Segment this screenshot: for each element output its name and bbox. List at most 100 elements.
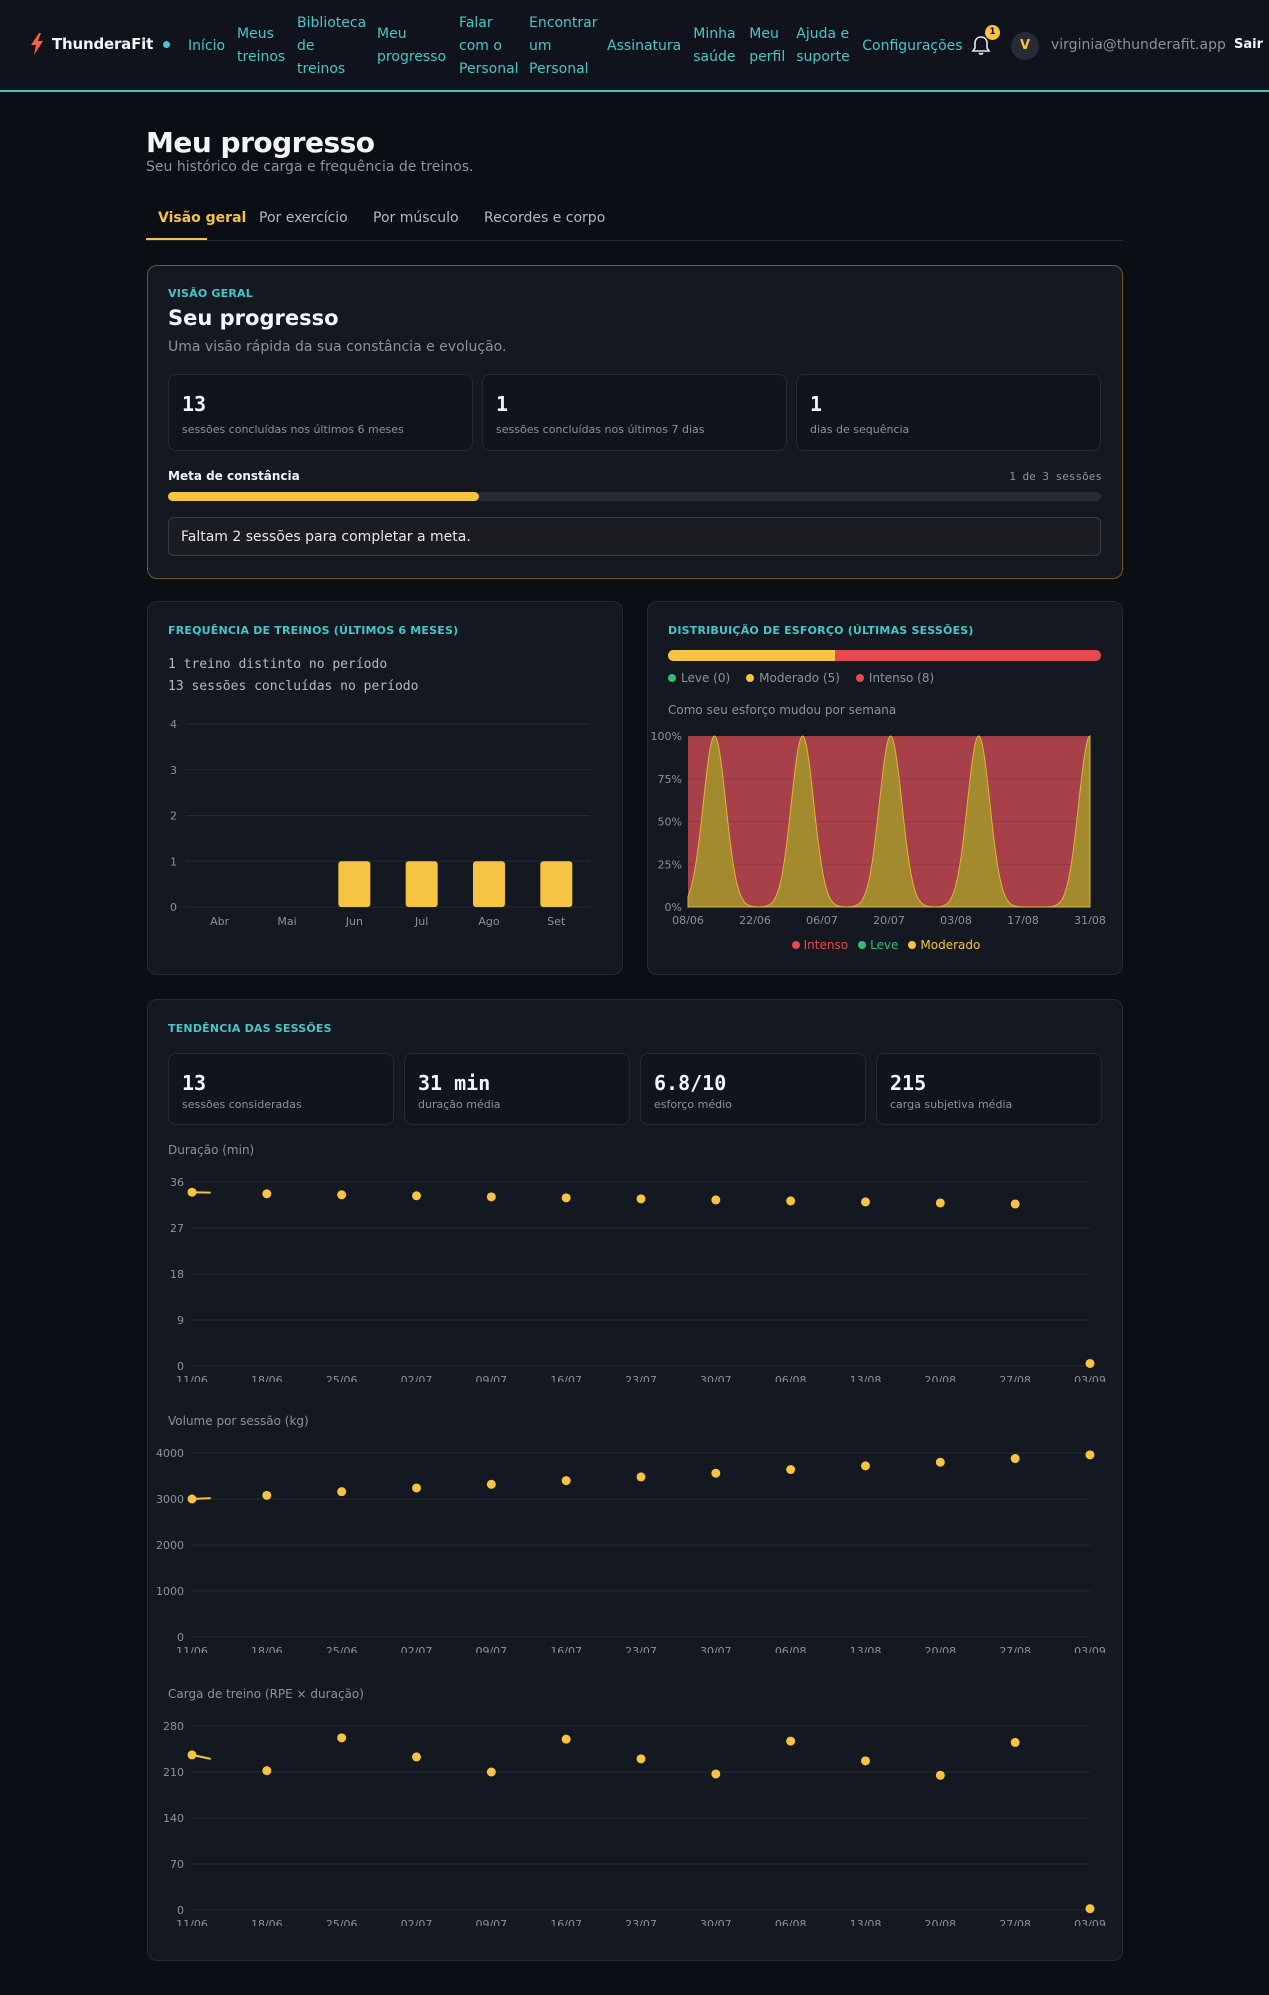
- y-tick-label: 0%: [665, 901, 682, 914]
- duration-chart-title: Duração (min): [168, 1143, 255, 1157]
- data-point[interactable]: [1010, 1199, 1020, 1209]
- stat-label: dias de sequência: [810, 423, 910, 436]
- data-point[interactable]: [486, 1479, 496, 1489]
- x-tick-label: 03/09: [1074, 1918, 1106, 1926]
- nav-item-ajuda[interactable]: Ajuda e suporte: [796, 26, 850, 65]
- x-tick-label: 03/09: [1074, 1374, 1106, 1382]
- data-point[interactable]: [861, 1756, 870, 1766]
- data-point[interactable]: [1085, 1904, 1095, 1914]
- nav-item-meu-perfil[interactable]: Meu perfil: [749, 26, 786, 65]
- data-point[interactable]: [486, 1767, 496, 1777]
- data-point[interactable]: [935, 1457, 945, 1467]
- y-tick-label: 2: [170, 810, 177, 823]
- tab-bar: Visão geral Por exercício Por músculo Re…: [146, 206, 1123, 241]
- data-point[interactable]: [1010, 1454, 1020, 1464]
- data-point[interactable]: [1085, 1450, 1095, 1460]
- x-tick-label: 09/07: [475, 1645, 507, 1653]
- bar[interactable]: [405, 861, 438, 907]
- x-tick-label: Jun: [345, 915, 363, 928]
- x-tick-label: 17/08: [1007, 914, 1039, 924]
- y-tick-label: 280: [163, 1720, 184, 1733]
- data-point[interactable]: [1085, 1358, 1095, 1368]
- data-point[interactable]: [337, 1190, 347, 1200]
- data-point[interactable]: [1010, 1737, 1020, 1747]
- data-point[interactable]: [711, 1769, 721, 1779]
- data-point[interactable]: [262, 1490, 272, 1500]
- x-tick-label: 02/07: [401, 1918, 433, 1926]
- data-point[interactable]: [262, 1189, 272, 1199]
- bar[interactable]: [338, 861, 371, 907]
- x-tick-label: 03/09: [1074, 1645, 1106, 1653]
- data-point[interactable]: [636, 1472, 646, 1482]
- nav-item-falar-personal[interactable]: Falar com o Personal: [459, 14, 519, 77]
- data-point[interactable]: [935, 1198, 945, 1208]
- tab-recordes-corpo[interactable]: Recordes e corpo: [484, 210, 606, 226]
- brand[interactable]: ThunderaFit: [30, 33, 171, 55]
- avatar[interactable]: V: [1011, 32, 1039, 60]
- data-point[interactable]: [187, 1187, 197, 1197]
- legend-leve: Leve (0): [668, 671, 730, 685]
- x-tick-label: 13/08: [850, 1374, 882, 1382]
- data-point[interactable]: [711, 1195, 721, 1205]
- data-point[interactable]: [187, 1750, 197, 1760]
- tab-por-exercicio[interactable]: Por exercício: [259, 210, 348, 226]
- y-tick-label: 1: [170, 855, 177, 868]
- data-point[interactable]: [935, 1770, 945, 1780]
- data-point[interactable]: [561, 1734, 571, 1744]
- page-subtitle: Seu histórico de carga e frequência de t…: [146, 159, 474, 175]
- data-point[interactable]: [412, 1752, 421, 1762]
- data-point[interactable]: [337, 1487, 347, 1497]
- data-point[interactable]: [561, 1193, 571, 1203]
- effort-distribution-bar: [668, 650, 1101, 661]
- data-point[interactable]: [636, 1194, 646, 1204]
- logout-button[interactable]: Sair: [1234, 37, 1264, 52]
- nav-item-configuracoes[interactable]: Configurações: [862, 37, 963, 54]
- nav-item-inicio[interactable]: Início: [188, 37, 226, 54]
- x-tick-label: 30/07: [700, 1374, 732, 1382]
- nav-item-meu-progresso[interactable]: Meu progresso: [377, 26, 447, 65]
- nav-item-biblioteca[interactable]: Biblioteca de treinos: [297, 14, 367, 77]
- data-point[interactable]: [636, 1754, 646, 1764]
- data-point[interactable]: [711, 1468, 721, 1478]
- nav-item-minha-saude[interactable]: Minha saúde: [693, 26, 736, 65]
- data-point[interactable]: [412, 1483, 421, 1493]
- x-tick-label: 20/08: [924, 1374, 956, 1382]
- effort-chart-legend: Intenso Leve Moderado: [648, 938, 1124, 952]
- effort-moderate-segment: [668, 650, 835, 661]
- data-point[interactable]: [786, 1465, 796, 1475]
- data-point[interactable]: [262, 1766, 272, 1776]
- nav-item-encontrar-personal[interactable]: Encontrar um Personal: [529, 14, 598, 77]
- bar[interactable]: [473, 861, 505, 907]
- x-tick-label: 03/08: [940, 914, 972, 924]
- y-tick-label: 3000: [156, 1493, 184, 1506]
- data-point[interactable]: [861, 1461, 870, 1471]
- goal-status: 1 de 3 sessões: [1009, 470, 1102, 483]
- data-point[interactable]: [861, 1197, 870, 1207]
- x-tick-label: 20/08: [924, 1918, 956, 1926]
- chart-legend-leve: Leve: [858, 938, 898, 952]
- chart-legend-intenso: Intenso: [791, 938, 848, 952]
- x-tick-label: 09/07: [475, 1374, 507, 1382]
- data-point[interactable]: [786, 1196, 796, 1206]
- x-tick-label: 20/07: [873, 914, 905, 924]
- tab-visao-geral[interactable]: Visão geral: [158, 210, 247, 226]
- bar[interactable]: [540, 861, 573, 907]
- nav-item-meus-treinos[interactable]: Meus treinos: [237, 26, 286, 65]
- x-tick-label: 06/07: [806, 914, 838, 924]
- stat-avg-effort: 6.8/10 esforço médio: [640, 1053, 866, 1125]
- data-point[interactable]: [337, 1733, 347, 1743]
- user-email: virginia@thunderafit.app: [1051, 37, 1226, 53]
- tab-por-musculo[interactable]: Por músculo: [373, 210, 459, 226]
- data-point[interactable]: [187, 1494, 197, 1504]
- y-tick-label: 75%: [658, 773, 682, 786]
- x-tick-label: Mai: [277, 915, 296, 928]
- effort-card: DISTRIBUIÇÃO DE ESFORÇO (ÚLTIMAS SESSÕES…: [647, 601, 1123, 975]
- data-point[interactable]: [412, 1191, 421, 1201]
- y-tick-label: 2000: [156, 1539, 184, 1552]
- data-point[interactable]: [786, 1736, 796, 1746]
- x-tick-label: 30/07: [700, 1918, 732, 1926]
- data-point[interactable]: [561, 1476, 571, 1486]
- bell-icon[interactable]: [970, 34, 992, 56]
- data-point[interactable]: [486, 1192, 496, 1202]
- nav-item-assinatura[interactable]: Assinatura: [607, 37, 682, 54]
